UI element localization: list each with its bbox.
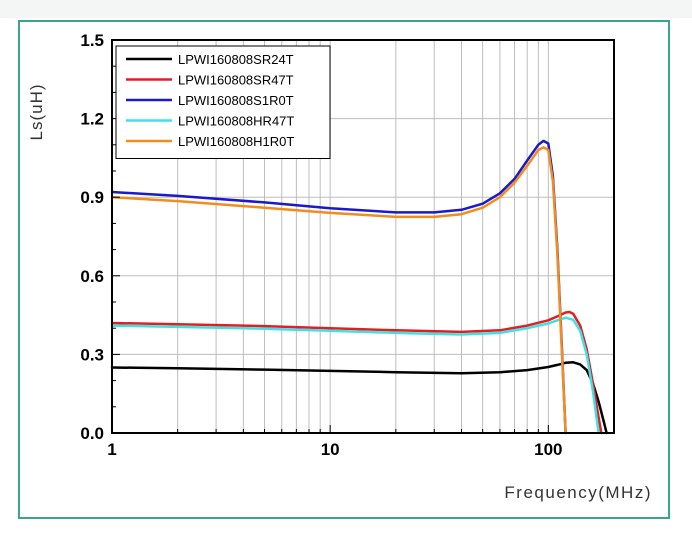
series-line-LPWI160808S1R0T: [110, 139, 567, 435]
plot-border: [111, 39, 615, 434]
series-lines: [110, 139, 608, 435]
y-tick-label: 0.9: [80, 188, 104, 207]
x-axis-label: Frequency(MHz): [504, 483, 652, 502]
legend-entry-label: LPWI160808SR24T: [178, 52, 294, 67]
x-tick-label: 1: [107, 440, 116, 459]
y-tick-label: 0.3: [80, 345, 104, 364]
y-tick-label: 0.6: [80, 267, 104, 286]
x-tick-label: 10: [321, 440, 340, 459]
tick-labels: 0.0 0.3 0.6 0.9 1.2 1.5 1 10 100: [80, 31, 562, 459]
legend-entry-label: LPWI160808H1R0T: [178, 134, 294, 149]
series-line-LPWI160808H1R0T: [110, 146, 567, 435]
legend-entry-label: LPWI160808S1R0T: [178, 93, 294, 108]
legend-entry-label: LPWI160808SR47T: [178, 73, 294, 88]
series-line-LPWI160808HR47T: [110, 316, 600, 435]
y-tick-label: 1.5: [80, 31, 104, 50]
x-tick-label: 100: [534, 440, 562, 459]
y-tick-label: 1.2: [80, 110, 104, 129]
legend: LPWI160808SR24T LPWI160808SR47T LPWI160808…: [115, 45, 331, 159]
series-line-LPWI160808SR24T: [110, 361, 608, 435]
legend-entry-label: LPWI160808HR47T: [178, 114, 294, 129]
top-band: [0, 0, 692, 18]
y-tick-label: 0.0: [80, 424, 104, 443]
y-axis-label: Ls(uH): [27, 83, 46, 140]
